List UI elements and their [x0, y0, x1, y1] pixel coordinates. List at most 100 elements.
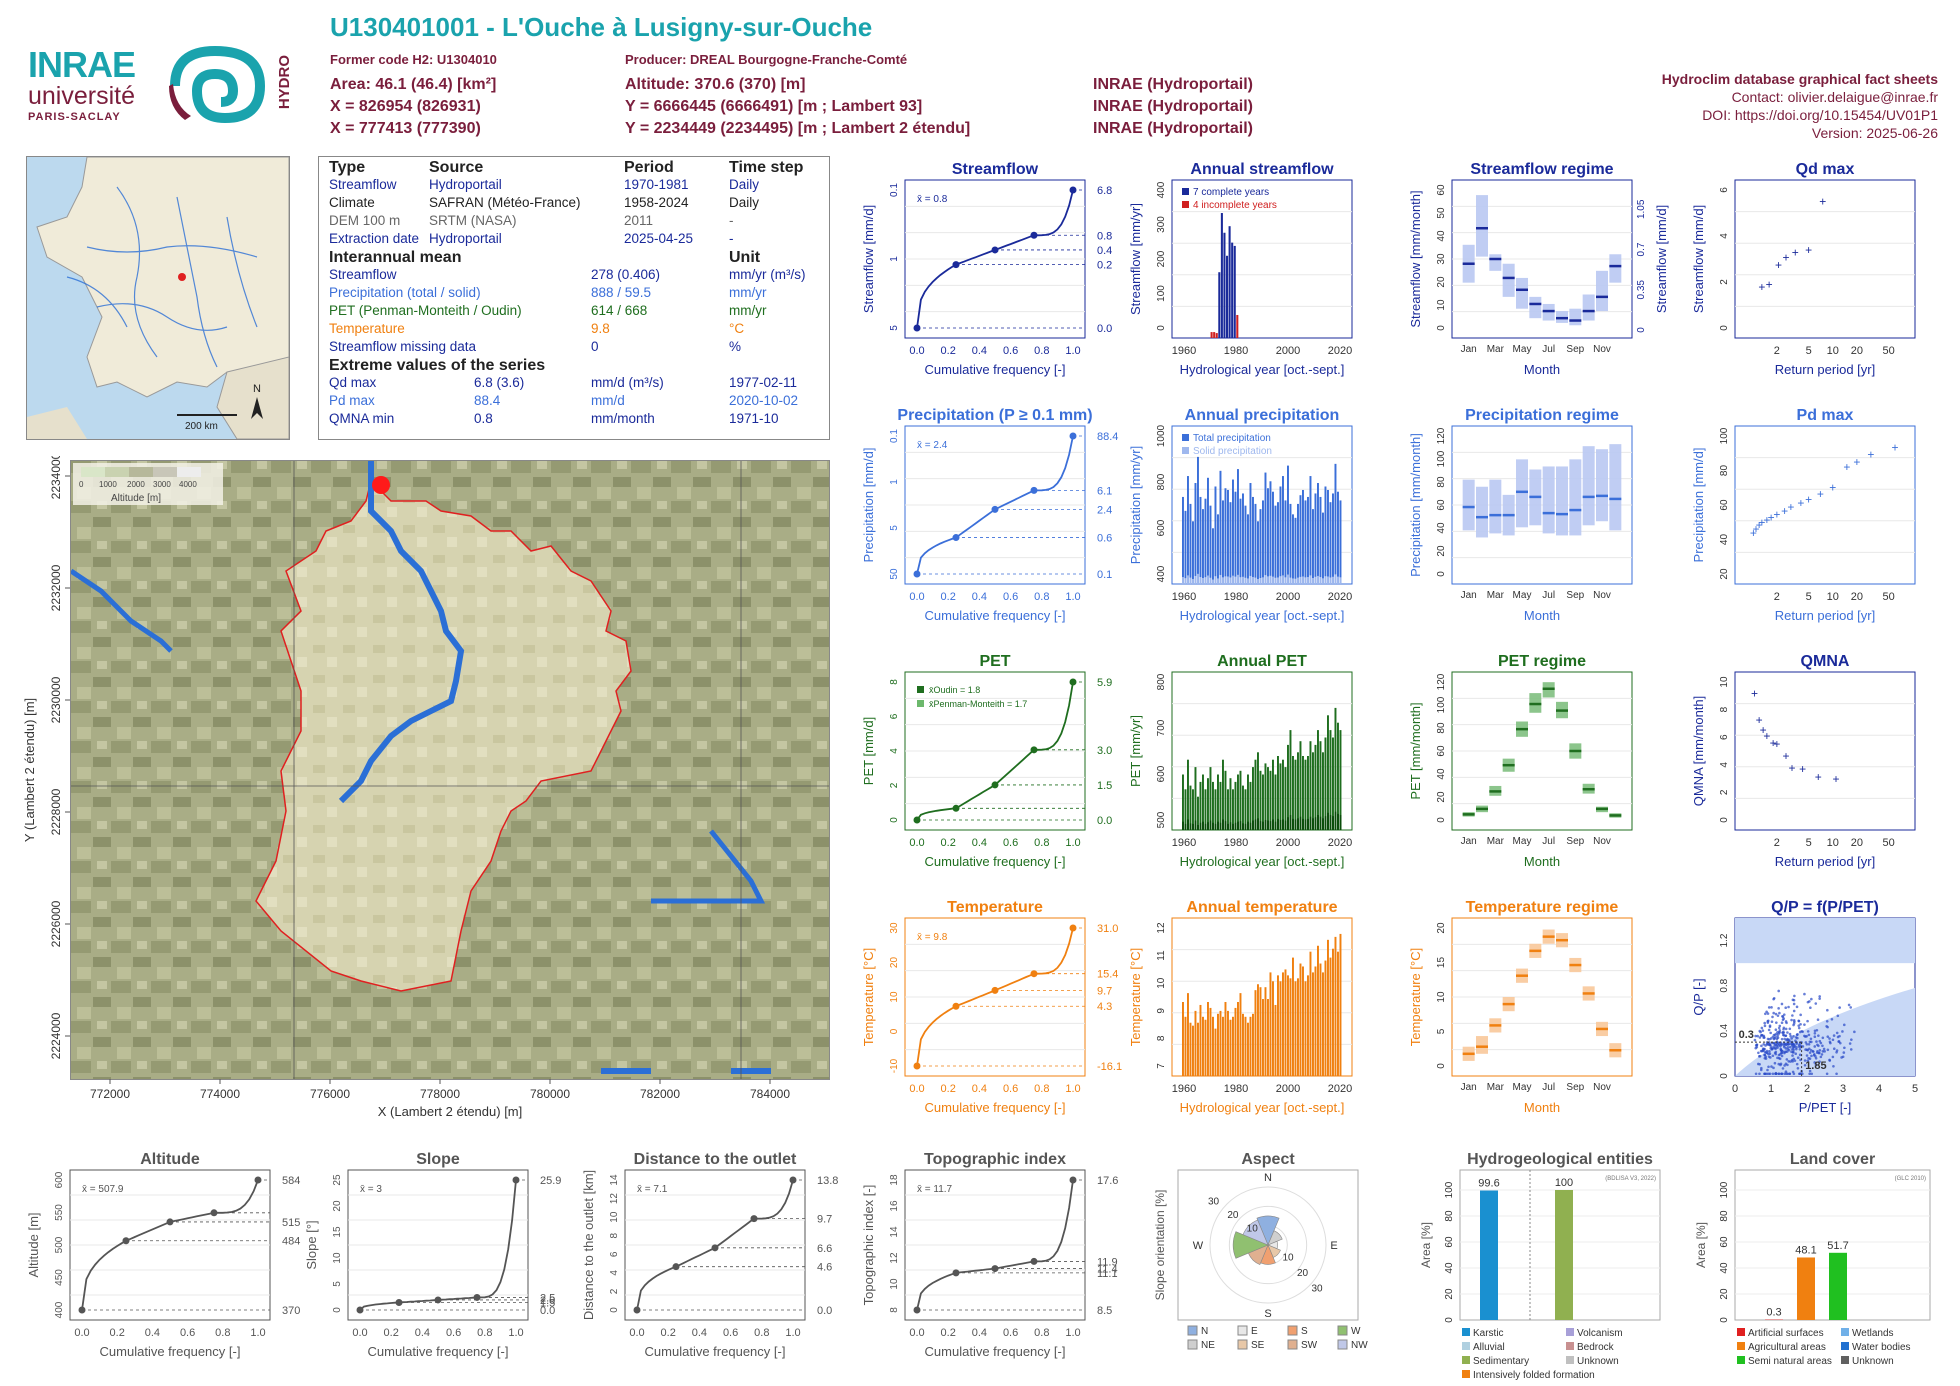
bar	[1224, 770, 1227, 830]
bar	[1332, 737, 1334, 830]
bar	[1199, 781, 1202, 830]
data-point	[1814, 1055, 1817, 1058]
x-tick-label: Jul	[1542, 1082, 1555, 1093]
x-tick-label: 0.6	[1003, 837, 1018, 849]
bar-part	[1274, 821, 1277, 830]
x-tick-label: 1.0	[1065, 1327, 1080, 1339]
bar	[1242, 493, 1244, 584]
data-point: +	[1770, 736, 1777, 750]
legend-swatch	[1737, 1342, 1745, 1350]
data-point	[1813, 1031, 1817, 1035]
y-tick-label: 14	[889, 1226, 900, 1238]
y-tick-label: 20	[332, 1200, 343, 1212]
box	[1516, 277, 1528, 309]
x-tick-label: 1.0	[250, 1327, 265, 1339]
data-point: +	[1763, 513, 1770, 527]
y-tick-label: 80	[1719, 465, 1730, 477]
legend-label: Wetlands	[1852, 1328, 1894, 1339]
x-tick-label: 1980	[1224, 345, 1248, 357]
y-axis-label: Distance to the outlet [km]	[581, 1170, 596, 1320]
x-axis-label: Hydrological year [oct.-sept.]	[1180, 854, 1345, 869]
bar	[1314, 493, 1317, 584]
y-axis-label: Slope orientation [%]	[1153, 1190, 1167, 1301]
y-tick-label: 30	[889, 922, 900, 934]
data-point	[1771, 1072, 1775, 1076]
quantile-point	[913, 816, 921, 824]
quantile-point	[913, 570, 921, 578]
data-point: +	[1833, 772, 1840, 786]
bar	[1282, 759, 1284, 830]
x-tick-label: Sep	[1566, 590, 1584, 601]
data-point: +	[1756, 713, 1763, 727]
x-tick-label: 0.2	[941, 1083, 956, 1095]
x-tick-label: Mar	[1487, 836, 1505, 847]
bar-part	[1264, 575, 1267, 584]
x-tick-label: 2020	[1328, 345, 1352, 357]
bar-part	[1259, 821, 1262, 830]
y-tick-label: 20	[1444, 1288, 1455, 1300]
bar	[1292, 957, 1294, 1076]
data-point	[1830, 1017, 1834, 1021]
y-tick-label: 300	[1156, 216, 1167, 233]
right-tick-label: 6.1	[1097, 485, 1112, 497]
x-tick-label: 0.6	[1003, 345, 1018, 357]
bar	[1264, 472, 1267, 584]
y-tick-label: 4	[889, 748, 900, 754]
data-point: +	[1817, 487, 1824, 501]
y-tick-label: 16	[889, 1200, 900, 1212]
data-point	[1790, 1037, 1793, 1040]
y-tick-label: 80	[1719, 1210, 1730, 1222]
data-point	[1795, 1062, 1799, 1066]
right-tick-label: 0.4	[1097, 245, 1112, 257]
right-tick-label: 0.1	[1097, 569, 1112, 581]
bar	[1269, 481, 1272, 584]
legend-swatch	[1737, 1356, 1745, 1364]
bar	[1264, 763, 1267, 830]
annotation: 1.85	[1805, 1060, 1826, 1072]
legend-label: Unknown	[1852, 1356, 1894, 1367]
bar-part	[1234, 576, 1237, 584]
bar	[1274, 505, 1277, 584]
bar	[1279, 486, 1282, 584]
bar-value-label: 48.1	[1795, 1244, 1816, 1256]
right-tick-label: 3.0	[1097, 745, 1112, 757]
rose-ring	[1228, 1205, 1308, 1285]
bar-part	[1274, 577, 1277, 584]
y-tick-label: 2	[1719, 279, 1730, 285]
quantile-point	[1030, 970, 1038, 978]
x-tick-label: 0.8	[1034, 837, 1049, 849]
data-point	[1818, 995, 1822, 998]
bar-part	[1262, 821, 1264, 830]
data-point	[1778, 1030, 1781, 1034]
data-point	[1812, 1050, 1815, 1053]
bar	[1299, 495, 1302, 584]
bar-part	[1329, 577, 1332, 584]
bar-value-label: 100	[1555, 1177, 1573, 1189]
data-point	[1786, 1038, 1790, 1042]
bar	[1219, 781, 1222, 830]
y-tick-label: 4	[1719, 762, 1730, 768]
y-tick-label: 10	[1436, 299, 1447, 311]
data-point	[1774, 1028, 1778, 1032]
x-tick-label: 20	[1851, 345, 1863, 357]
bar-part	[1322, 818, 1324, 830]
data-point	[1792, 1035, 1795, 1038]
bar	[1231, 242, 1234, 338]
bar	[1204, 498, 1207, 584]
y-tick-label: 60	[1444, 1236, 1455, 1248]
bar-part	[1334, 811, 1337, 830]
bar	[1229, 778, 1232, 830]
y-tick-label: 60	[1719, 499, 1730, 511]
x-tick-label: 50	[1883, 345, 1895, 357]
quantile-point	[913, 324, 921, 332]
data-point	[1794, 1052, 1798, 1056]
y-tick-label: 10	[1719, 676, 1730, 688]
bar	[1327, 939, 1329, 1076]
bar	[1192, 1025, 1194, 1076]
data-point	[1817, 1034, 1820, 1037]
data-point	[1791, 1042, 1794, 1046]
data-point	[1782, 1013, 1786, 1016]
bar	[1309, 741, 1312, 830]
minimap-north: N	[253, 383, 261, 395]
quantile-point	[711, 1244, 719, 1252]
